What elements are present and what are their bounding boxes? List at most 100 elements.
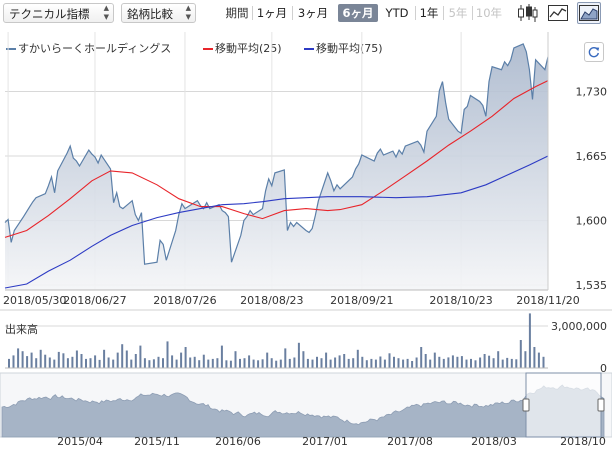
volume-bar [470, 358, 472, 368]
volume-bar [456, 356, 459, 368]
x-tick-label: 2018/08/23 [240, 294, 303, 307]
volume-bar [180, 352, 183, 368]
volume-bar [75, 350, 78, 368]
area-chart-icon [579, 5, 599, 21]
volume-bar [284, 348, 287, 368]
period-ytd-button[interactable]: YTD [385, 6, 409, 20]
volume-bar [542, 356, 545, 368]
x-tick-label: 2018/09/21 [330, 294, 393, 307]
volume-bar [302, 351, 305, 368]
volume-bar [406, 358, 409, 368]
volume-bar [107, 357, 110, 368]
period-5y-button[interactable]: 5年 [448, 6, 468, 20]
volume-bar [424, 354, 427, 368]
y-tick-label: 1,535 [576, 279, 608, 292]
volume-bar [320, 358, 323, 368]
volume-bar [515, 359, 518, 368]
period-3m-button[interactable]: 3ヶ月 [297, 6, 329, 20]
volume-bar [234, 351, 237, 368]
x-tick-label: 2018/07/26 [153, 294, 216, 307]
volume-bar [211, 358, 214, 368]
y-tick-label: 1,600 [576, 215, 608, 228]
ma75-line [4, 155, 549, 289]
volume-bar [261, 359, 264, 368]
period-6m-button[interactable]: 6ヶ月 [338, 4, 378, 22]
volume-bar [116, 352, 119, 368]
overview-tick-label: 2016/06 [215, 435, 261, 448]
volume-bar [220, 345, 223, 368]
volume-bar [275, 360, 278, 368]
volume-bar [465, 359, 468, 368]
period-10y-button[interactable]: 10年 [475, 6, 503, 20]
divider [252, 6, 253, 20]
volume-bar [239, 358, 241, 368]
reload-button[interactable] [584, 42, 604, 62]
overview-selection [525, 372, 602, 438]
volume-bar [293, 357, 296, 368]
volume-bar [393, 356, 395, 368]
volume-bar [537, 352, 540, 368]
period-1y-button[interactable]: 1年 [419, 6, 439, 20]
line-chart-button[interactable] [546, 2, 570, 24]
reload-icon [588, 47, 600, 58]
volume-bar [48, 357, 51, 368]
volume-bar [243, 358, 246, 368]
volume-bar [207, 359, 210, 368]
period-label: 期間 [225, 6, 249, 20]
volume-bar [329, 359, 332, 368]
volume-bar [17, 348, 20, 368]
y-tick-label: 1,730 [576, 86, 608, 99]
volume-bar [216, 358, 219, 368]
legend-ma75-label: 移動平均(75) [316, 42, 383, 55]
legend-ma75: 移動平均(75) [304, 40, 383, 56]
volume-bar [229, 360, 232, 368]
volume-bar [479, 357, 482, 368]
overview-tick-label: 2015/11 [134, 435, 180, 448]
volume-bar [374, 359, 377, 368]
volume-bar [316, 356, 318, 368]
volume-bar [356, 349, 359, 368]
overview-tick-label: 2018/10 [560, 435, 606, 448]
volume-bar [352, 358, 355, 368]
volume-bar [80, 354, 83, 368]
volume-bar [383, 359, 386, 368]
volume-bar [166, 341, 169, 368]
volume-bar [420, 347, 423, 368]
volume-bar [483, 354, 486, 368]
overview-tick-label: 2017/01 [302, 435, 348, 448]
overview-tick-label: 2017/08 [387, 435, 433, 448]
technical-indicator-dropdown[interactable]: テクニカル指標 ▲ ▼ [3, 3, 114, 23]
volume-bar [492, 358, 495, 368]
volume-bar [35, 358, 38, 368]
price-line [4, 43, 549, 265]
volume-bar [347, 358, 350, 368]
volume-bar [26, 356, 29, 368]
volume-bar [189, 357, 192, 368]
volume-bar [143, 358, 146, 368]
volume-bar [379, 356, 382, 368]
volume-title: 出来高 [5, 323, 38, 336]
volume-bar [257, 360, 260, 368]
compare-symbol-label: 銘柄比較 [127, 7, 173, 21]
area-chart-button[interactable] [577, 2, 601, 24]
volume-bar [53, 359, 56, 368]
volume-bar [57, 351, 60, 368]
volume-bar [112, 359, 115, 368]
candlestick-chart-button[interactable] [515, 2, 539, 24]
volume-bar [157, 356, 160, 368]
volume-bar [44, 354, 47, 368]
volume-bar [311, 359, 314, 368]
volume-bar [71, 356, 74, 368]
price-area [5, 43, 548, 291]
legend-swatch [304, 48, 314, 50]
period-1m-button[interactable]: 1ヶ月 [256, 6, 288, 20]
divider [472, 6, 473, 20]
volume-bar [460, 356, 463, 368]
volume-bar [134, 354, 137, 368]
legend-ma25-label: 移動平均(25) [215, 42, 282, 55]
x-tick-label: 2018/10/23 [429, 294, 492, 307]
volume-bar [193, 356, 196, 368]
divider [443, 6, 444, 20]
volume-bar [12, 355, 15, 368]
compare-symbol-dropdown[interactable]: 銘柄比較 ▲ ▼ [121, 3, 196, 23]
